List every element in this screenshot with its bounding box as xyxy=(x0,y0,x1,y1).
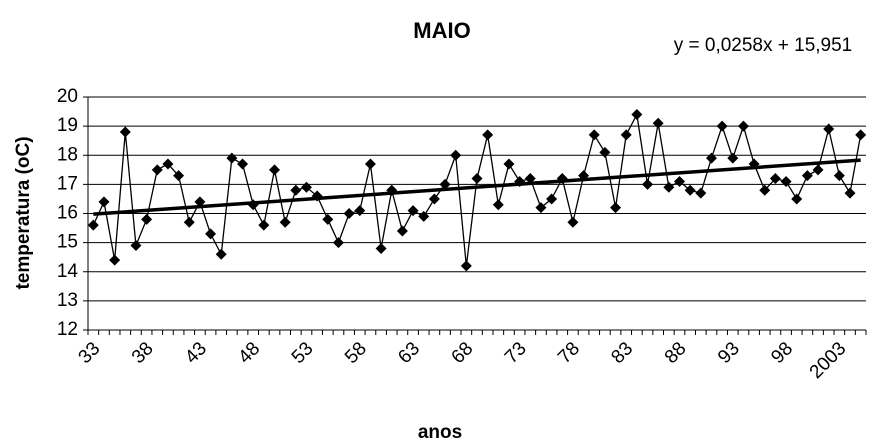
data-point xyxy=(716,120,728,132)
data-point xyxy=(162,158,174,170)
data-point xyxy=(695,187,707,199)
data-point xyxy=(673,175,685,187)
data-point xyxy=(279,216,291,228)
data-point xyxy=(343,208,355,219)
y-tick-label: 19 xyxy=(57,115,78,136)
data-point xyxy=(396,225,408,237)
data-point xyxy=(98,196,110,208)
data-point xyxy=(364,158,376,170)
data-point xyxy=(194,196,206,208)
data-point xyxy=(535,202,547,214)
data-point xyxy=(322,213,334,225)
data-point xyxy=(237,158,249,170)
data-point xyxy=(588,129,600,141)
data-point xyxy=(151,164,163,176)
y-axis-title: temperatura (oC) xyxy=(13,136,34,289)
y-tick-label: 20 xyxy=(57,86,78,107)
data-point xyxy=(354,205,366,217)
data-point xyxy=(737,120,749,132)
data-point xyxy=(258,219,270,231)
x-tick-label: 43 xyxy=(181,338,211,368)
data-point xyxy=(855,129,867,141)
data-point xyxy=(428,193,440,205)
x-tick-label: 73 xyxy=(501,338,531,368)
data-line xyxy=(92,112,862,267)
data-point xyxy=(215,248,227,260)
data-point xyxy=(141,213,153,225)
data-point xyxy=(727,152,739,164)
x-axis-title: anos xyxy=(418,422,462,443)
data-point xyxy=(567,216,579,228)
data-point xyxy=(471,173,483,185)
data-point xyxy=(300,181,312,193)
data-point xyxy=(332,237,344,249)
data-point xyxy=(780,175,792,187)
x-tick-label: 68 xyxy=(448,338,478,368)
data-point xyxy=(503,158,515,170)
data-point xyxy=(652,117,664,129)
data-point xyxy=(546,193,558,205)
x-tick-label: 88 xyxy=(661,338,691,368)
y-tick-label: 17 xyxy=(57,173,78,194)
data-point xyxy=(87,219,99,231)
data-point xyxy=(375,242,387,254)
data-point xyxy=(492,199,504,211)
data-point xyxy=(791,193,803,205)
data-point xyxy=(450,149,462,161)
data-point xyxy=(119,126,131,138)
x-tick-label: 98 xyxy=(767,338,797,368)
y-tick-label: 15 xyxy=(57,232,78,253)
data-point xyxy=(460,260,472,272)
data-point xyxy=(769,173,781,185)
data-point xyxy=(759,184,771,196)
x-tick-label: 38 xyxy=(128,338,158,368)
y-tick-label: 12 xyxy=(57,319,78,340)
x-tick-label: 53 xyxy=(288,338,318,368)
data-point xyxy=(844,187,856,199)
data-point xyxy=(620,129,632,141)
data-point xyxy=(812,164,824,176)
data-point xyxy=(610,202,622,214)
y-tick-label: 16 xyxy=(57,203,78,224)
data-point xyxy=(684,184,696,196)
data-point xyxy=(642,178,654,190)
data-point xyxy=(833,170,845,182)
y-tick-label: 13 xyxy=(57,290,78,311)
x-tick-label: 78 xyxy=(554,338,584,368)
y-tick-label: 14 xyxy=(57,261,79,282)
data-point xyxy=(130,240,142,252)
data-point xyxy=(407,205,419,217)
x-tick-label: 33 xyxy=(75,338,105,368)
data-point xyxy=(183,216,195,228)
data-point xyxy=(205,228,217,240)
data-point xyxy=(109,254,121,266)
x-tick-label: 63 xyxy=(394,338,424,368)
data-point xyxy=(269,164,281,176)
data-point xyxy=(823,123,835,135)
x-tick-label: 93 xyxy=(714,338,744,368)
data-point xyxy=(290,184,302,196)
data-point xyxy=(173,170,185,182)
data-point xyxy=(439,178,451,190)
trendline-equation: y = 0,0258x + 15,951 xyxy=(674,35,853,56)
x-tick-label: 58 xyxy=(341,338,371,368)
chart-title: MAIO xyxy=(413,18,470,43)
data-point xyxy=(801,170,813,182)
data-point xyxy=(524,173,536,185)
data-point xyxy=(226,152,238,164)
x-tick-label: 2003 xyxy=(806,338,851,383)
data-point xyxy=(631,108,643,120)
data-point xyxy=(663,181,675,193)
data-point xyxy=(705,152,717,164)
y-tick-label: 18 xyxy=(57,144,78,165)
x-tick-label: 48 xyxy=(234,338,264,368)
x-tick-label: 83 xyxy=(607,338,637,368)
data-point xyxy=(482,129,494,141)
trendline xyxy=(93,158,861,216)
data-point xyxy=(599,146,611,158)
data-point xyxy=(418,210,430,222)
